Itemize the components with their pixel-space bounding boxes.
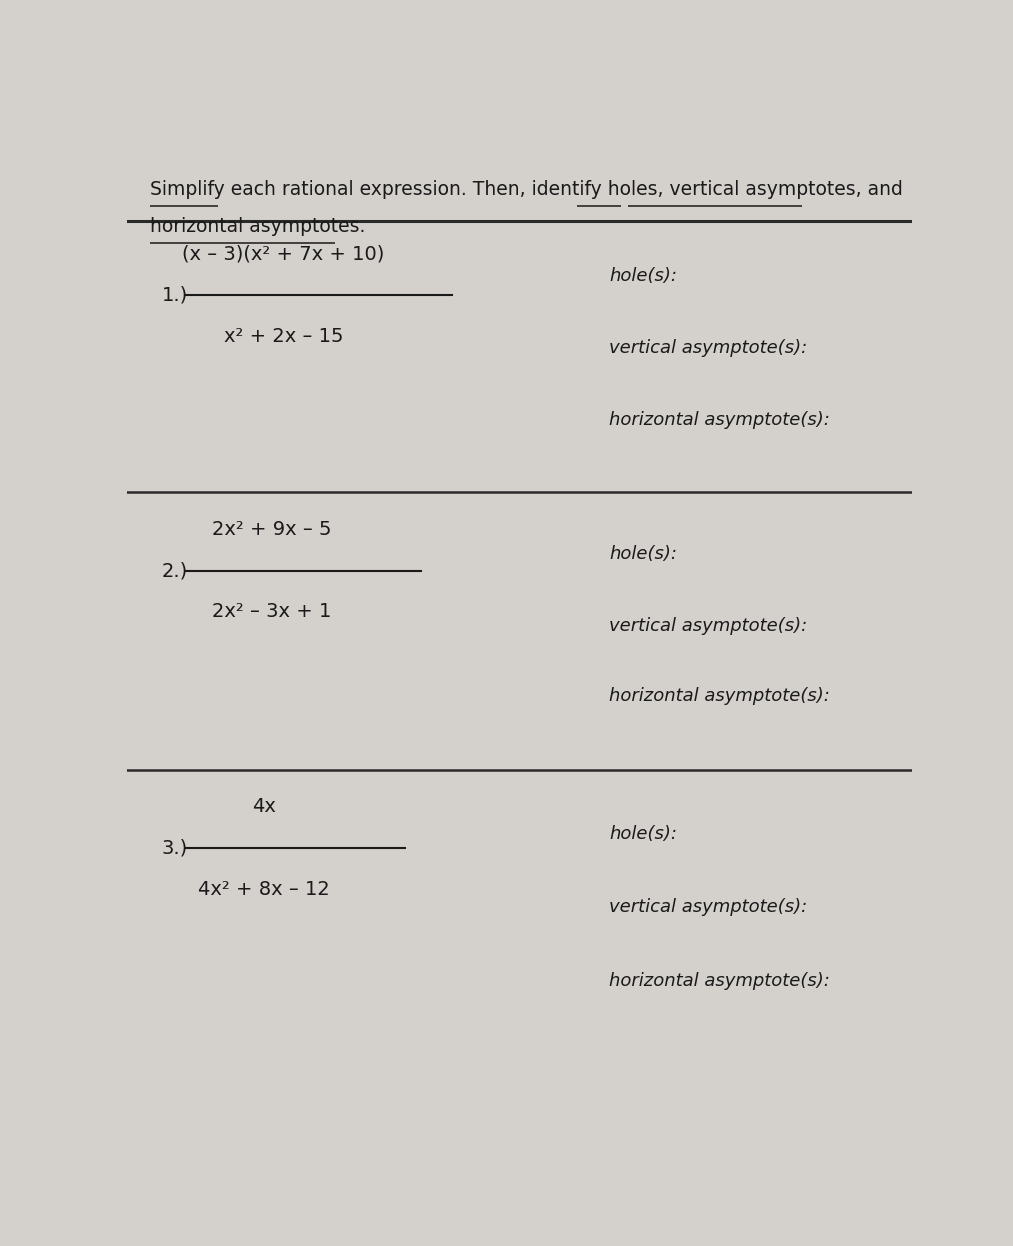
Text: 4x² + 8x – 12: 4x² + 8x – 12: [199, 880, 330, 898]
Text: 1.): 1.): [162, 285, 188, 305]
Text: 4x: 4x: [252, 797, 276, 816]
Text: 3.): 3.): [162, 839, 188, 857]
Text: hole(s):: hole(s):: [610, 546, 678, 563]
Text: horizontal asymptote(s):: horizontal asymptote(s):: [610, 411, 831, 429]
Text: x² + 2x – 15: x² + 2x – 15: [224, 326, 343, 346]
Text: horizontal asymptote(s):: horizontal asymptote(s):: [610, 688, 831, 705]
Text: vertical asymptote(s):: vertical asymptote(s):: [610, 898, 807, 917]
Text: hole(s):: hole(s):: [610, 267, 678, 285]
Text: vertical asymptote(s):: vertical asymptote(s):: [610, 617, 807, 635]
Text: Simplify each rational expression. Then, identify holes, vertical asymptotes, an: Simplify each rational expression. Then,…: [150, 181, 903, 199]
Text: vertical asymptote(s):: vertical asymptote(s):: [610, 339, 807, 358]
Text: 2.): 2.): [162, 561, 188, 581]
Text: (x – 3)(x² + 7x + 10): (x – 3)(x² + 7x + 10): [182, 244, 385, 264]
Text: 2x² + 9x – 5: 2x² + 9x – 5: [212, 520, 331, 540]
Text: horizontal asymptotes.: horizontal asymptotes.: [150, 217, 366, 235]
Text: hole(s):: hole(s):: [610, 825, 678, 842]
Text: horizontal asymptote(s):: horizontal asymptote(s):: [610, 972, 831, 991]
Text: 2x² – 3x + 1: 2x² – 3x + 1: [212, 602, 331, 622]
